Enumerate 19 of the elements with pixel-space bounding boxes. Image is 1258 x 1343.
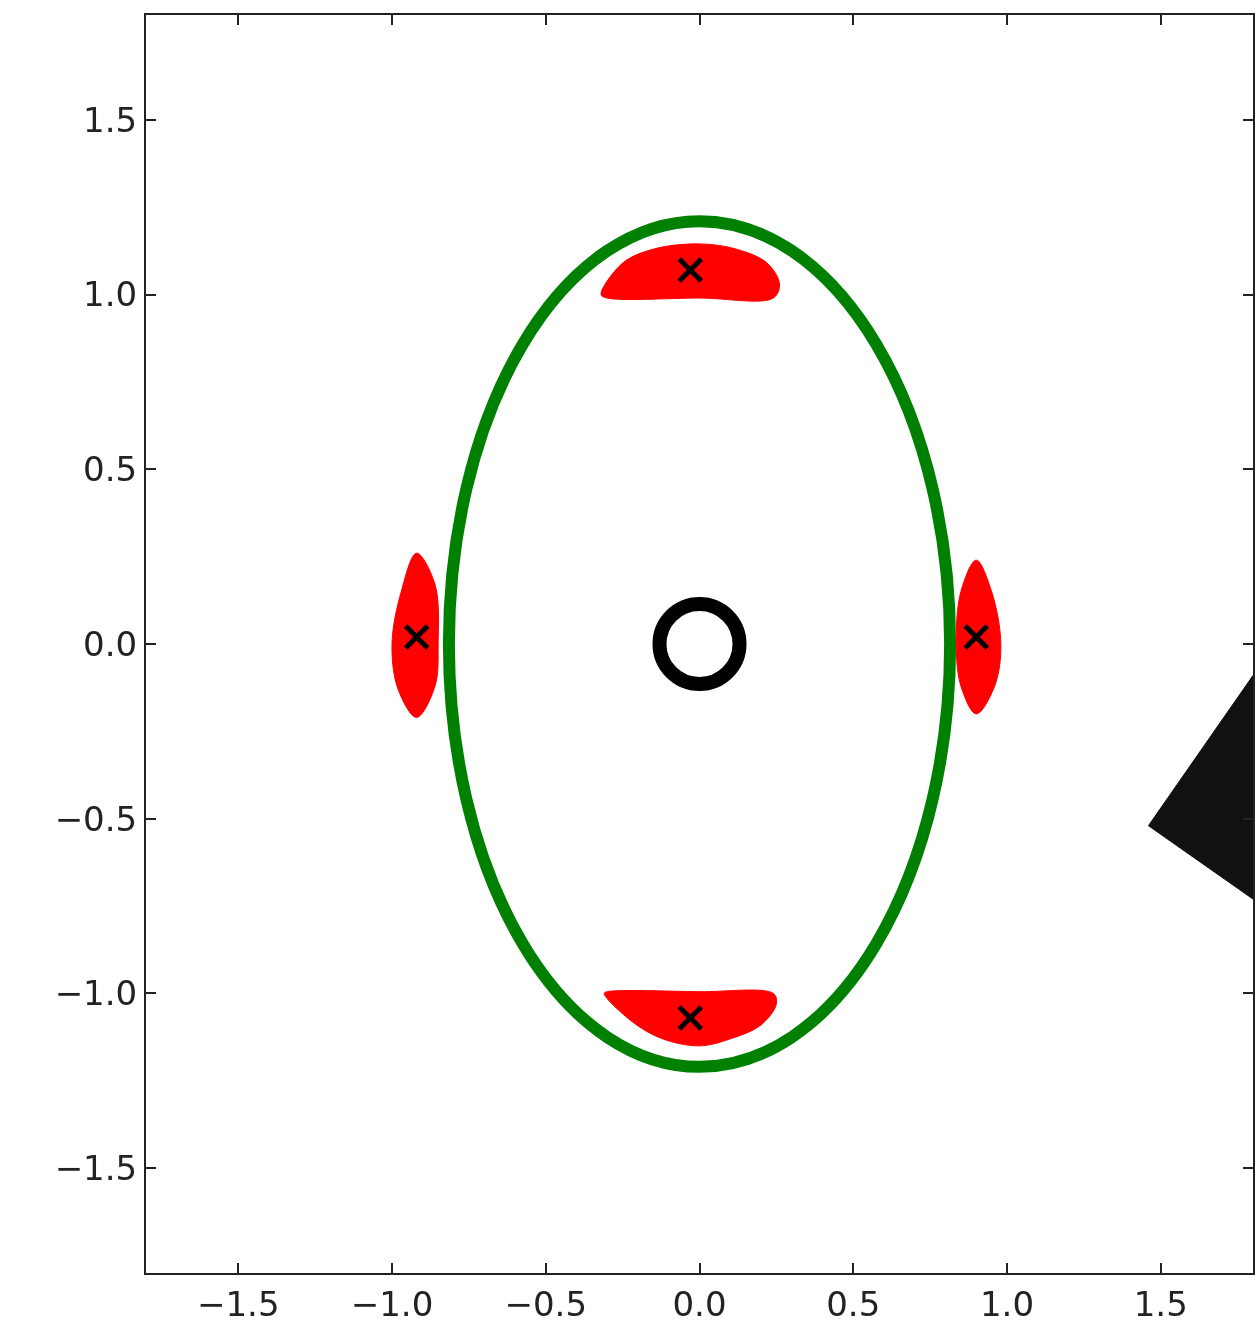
point (676, 1004, 704, 1032)
x-tick-label: 1.0 (979, 1283, 1035, 1324)
y-tick-label: 0.5 (83, 449, 138, 490)
y-tick-label: 1.0 (83, 274, 138, 315)
y-tick-label: 1.5 (83, 99, 138, 140)
x-tick-label: −0.5 (504, 1283, 588, 1324)
y-tick-label: 0.0 (83, 623, 138, 664)
x-tick-label: −1.5 (196, 1283, 280, 1324)
point (403, 623, 431, 651)
point (676, 256, 704, 284)
y-tick-label: −0.5 (54, 798, 138, 839)
point (962, 623, 990, 651)
x-tick-label: 1.5 (1133, 1283, 1188, 1324)
y-tick-label: −1.0 (54, 973, 138, 1014)
x-tick-label: −1.0 (350, 1283, 434, 1324)
point (652, 597, 747, 691)
x-tick-label: 0.5 (826, 1283, 881, 1324)
y-tick-label: −1.5 (54, 1148, 138, 1189)
x-tick-label: 0.0 (672, 1283, 727, 1324)
